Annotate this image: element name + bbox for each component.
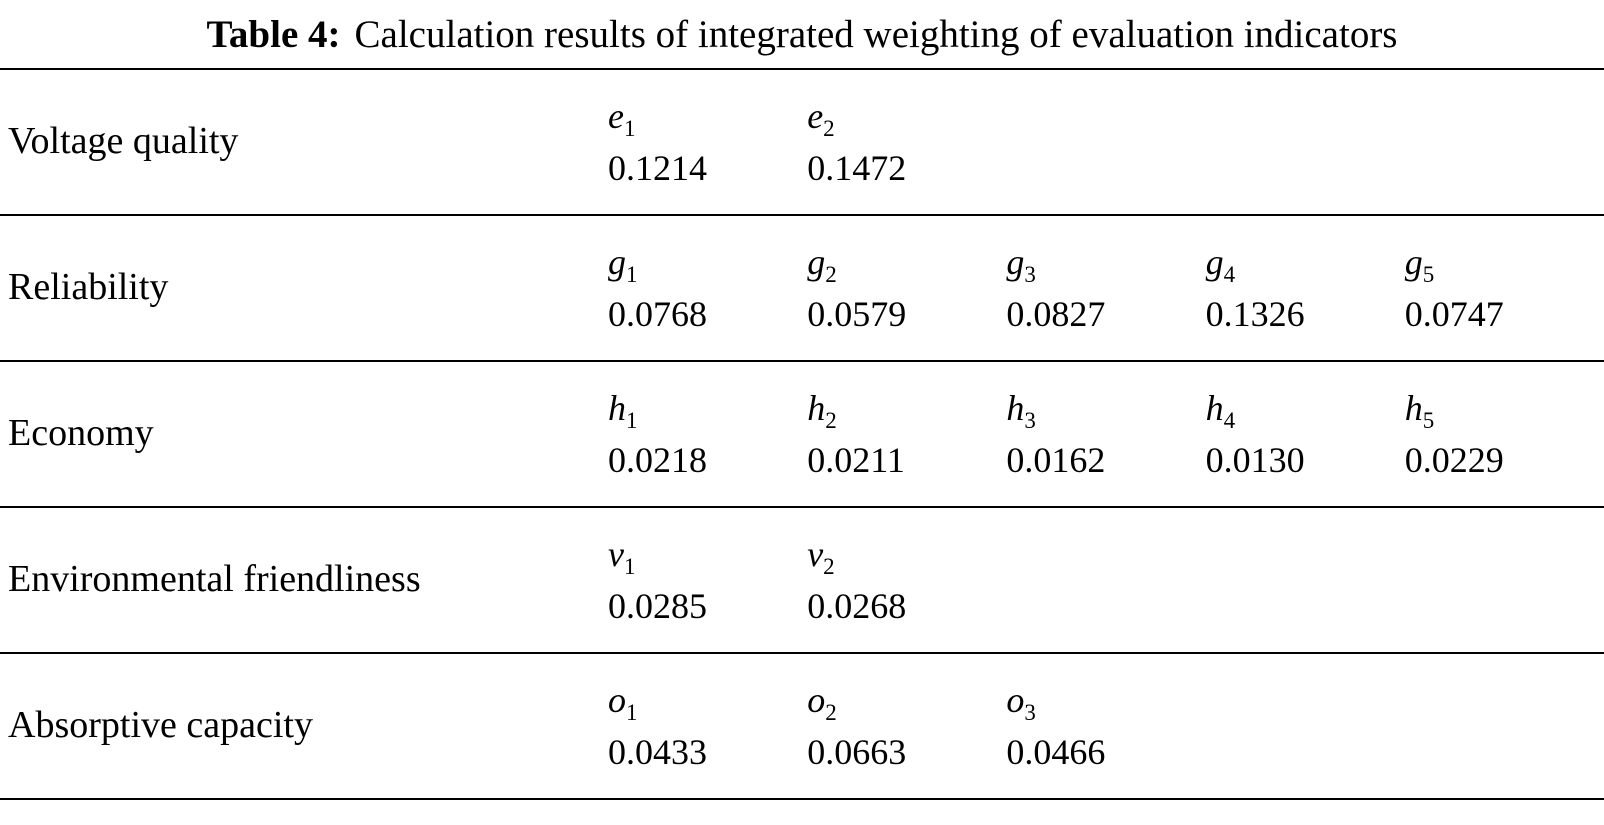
- indicator-weight: 0.1472: [807, 148, 907, 188]
- table-row: Absorptive capacity o1 0.0433 o2 0.0663 …: [0, 652, 1604, 800]
- indicator-weight: 0.1214: [608, 148, 707, 188]
- indicator-cell: o1 0.0433: [608, 682, 807, 770]
- indicator-symbol: g1: [608, 242, 638, 288]
- indicator-symbol: o3: [1006, 680, 1036, 726]
- table-caption-text: Calculation results of integrated weight…: [354, 12, 1398, 56]
- row-category-label: Voltage quality: [8, 120, 239, 163]
- row-category-label: Absorptive capacity: [8, 704, 313, 747]
- indicator-cell: o3 0.0466: [1006, 682, 1205, 770]
- indicator-weight: 0.0130: [1205, 440, 1305, 480]
- indicator-weight: 0.0747: [1404, 294, 1504, 334]
- indicator-cell: g1 0.0768: [608, 244, 807, 332]
- indicator-cell: g2 0.0579: [807, 244, 1006, 332]
- row-category-label: Economy: [8, 412, 154, 455]
- table-row: Reliability g1 0.0768 g2 0.0579 g3 0.082…: [0, 214, 1604, 360]
- indicator-weight: 0.0433: [608, 732, 707, 772]
- table-row: Voltage quality e1 0.1214 e2 0.1472: [0, 68, 1604, 214]
- indicator-symbol: g2: [807, 242, 837, 288]
- indicator-cell: g5 0.0747: [1405, 244, 1604, 332]
- indicator-weight: 0.0218: [608, 440, 707, 480]
- indicator-cell: e2 0.1472: [807, 98, 1006, 186]
- indicator-symbol: g4: [1205, 242, 1236, 288]
- indicator-symbol: h2: [807, 388, 837, 434]
- indicator-weight: 0.0768: [608, 294, 707, 334]
- indicator-symbol: h1: [608, 388, 638, 434]
- indicator-symbol: v2: [807, 534, 835, 580]
- indicator-cell: h4 0.0130: [1206, 390, 1405, 478]
- indicator-cell: g3 0.0827: [1006, 244, 1205, 332]
- indicator-weight: 0.0827: [1006, 294, 1106, 334]
- table-caption-label: Table 4:: [206, 12, 341, 56]
- indicator-symbol: h5: [1404, 388, 1435, 434]
- indicator-symbol: o2: [807, 680, 837, 726]
- indicator-symbol: o1: [608, 680, 638, 726]
- indicator-weight: 0.0268: [807, 586, 907, 626]
- indicator-weight: 0.0579: [807, 294, 907, 334]
- table-row: Environmental friendliness v1 0.0285 v2 …: [0, 506, 1604, 652]
- indicator-weight: 0.0211: [807, 440, 905, 480]
- indicator-weight: 0.0466: [1006, 732, 1106, 772]
- indicator-symbol: e2: [807, 96, 835, 142]
- indicator-symbol: g3: [1006, 242, 1036, 288]
- indicator-symbol: e1: [608, 96, 636, 142]
- indicator-cell: e1 0.1214: [608, 98, 807, 186]
- table-body: Voltage quality e1 0.1214 e2 0.1472 Reli…: [0, 68, 1604, 800]
- indicator-cell: g4 0.1326: [1206, 244, 1405, 332]
- indicator-cell: o2 0.0663: [807, 682, 1006, 770]
- indicator-cell: h1 0.0218: [608, 390, 807, 478]
- indicator-cell: h2 0.0211: [807, 390, 1006, 478]
- indicator-cell: v2 0.0268: [807, 536, 1006, 624]
- row-category-label: Environmental friendliness: [8, 558, 421, 601]
- indicator-weight: 0.0162: [1006, 440, 1106, 480]
- indicator-cell: v1 0.0285: [608, 536, 807, 624]
- indicator-symbol: h4: [1205, 388, 1236, 434]
- row-category-label: Reliability: [8, 266, 169, 309]
- indicator-cell: h5 0.0229: [1405, 390, 1604, 478]
- indicator-weight: 0.0663: [807, 732, 907, 772]
- indicator-weight: 0.1326: [1205, 294, 1305, 334]
- indicator-symbol: v1: [608, 534, 636, 580]
- indicator-symbol: g5: [1404, 242, 1435, 288]
- table-row: Economy h1 0.0218 h2 0.0211 h3 0.0162 h4…: [0, 360, 1604, 506]
- indicator-cell: h3 0.0162: [1006, 390, 1205, 478]
- indicator-weight: 0.0285: [608, 586, 707, 626]
- indicator-weight: 0.0229: [1404, 440, 1504, 480]
- indicator-symbol: h3: [1006, 388, 1036, 434]
- table-caption: Table 4: Calculation results of integrate…: [0, 0, 1604, 68]
